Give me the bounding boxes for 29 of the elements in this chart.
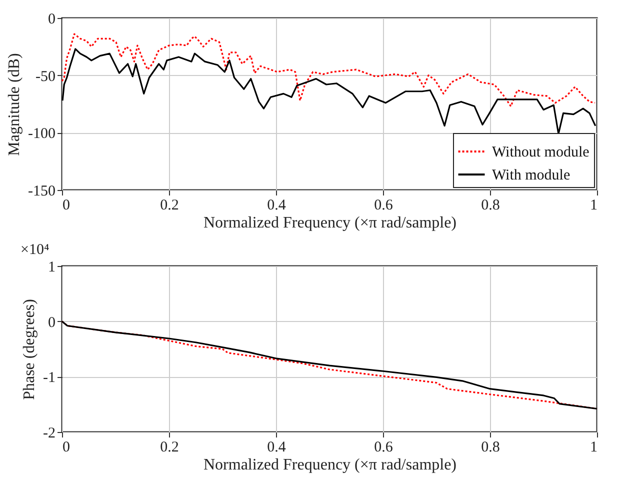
x-tick-label: 0.8 xyxy=(481,198,500,214)
x-tick-label: 0.4 xyxy=(267,440,286,456)
y-tick-label: 0 xyxy=(48,12,56,28)
y-tick-label: -2 xyxy=(43,426,56,442)
x-axis-title: Normalized Frequency (×π rad/sample) xyxy=(203,456,457,474)
x-tick-label: 0.2 xyxy=(160,440,179,456)
legend-label: Without module xyxy=(492,144,590,160)
y-tick-label: -1 xyxy=(43,370,56,386)
y-tick-label: -100 xyxy=(28,126,56,142)
line-series xyxy=(61,33,596,108)
x-tick-label: 0 xyxy=(62,440,70,456)
y-tick-label: -50 xyxy=(36,68,56,85)
x-tick-label: 1 xyxy=(590,198,598,214)
y-tick-label: 0 xyxy=(48,314,56,331)
x-tick-label: 0.8 xyxy=(481,440,500,456)
x-tick-label: 0.2 xyxy=(160,198,179,214)
x-tick-label: 0 xyxy=(62,198,70,214)
y-axis-title: Magnitude (dB) xyxy=(6,53,24,156)
x-tick-label: 0.4 xyxy=(267,198,286,214)
line-series xyxy=(62,48,596,135)
x-axis-title: Normalized Frequency (×π rad/sample) xyxy=(203,214,457,232)
legend-label: With module xyxy=(492,168,570,184)
x-tick-label: 0.6 xyxy=(374,440,394,456)
text: ×10⁴ xyxy=(20,242,50,258)
x-tick-label: 1 xyxy=(590,440,598,456)
y-axis-title: Phase (degrees) xyxy=(21,299,38,400)
y-tick-label: 1 xyxy=(48,260,56,276)
y-tick-label: -150 xyxy=(28,184,56,200)
x-tick-label: 0.6 xyxy=(374,198,394,214)
